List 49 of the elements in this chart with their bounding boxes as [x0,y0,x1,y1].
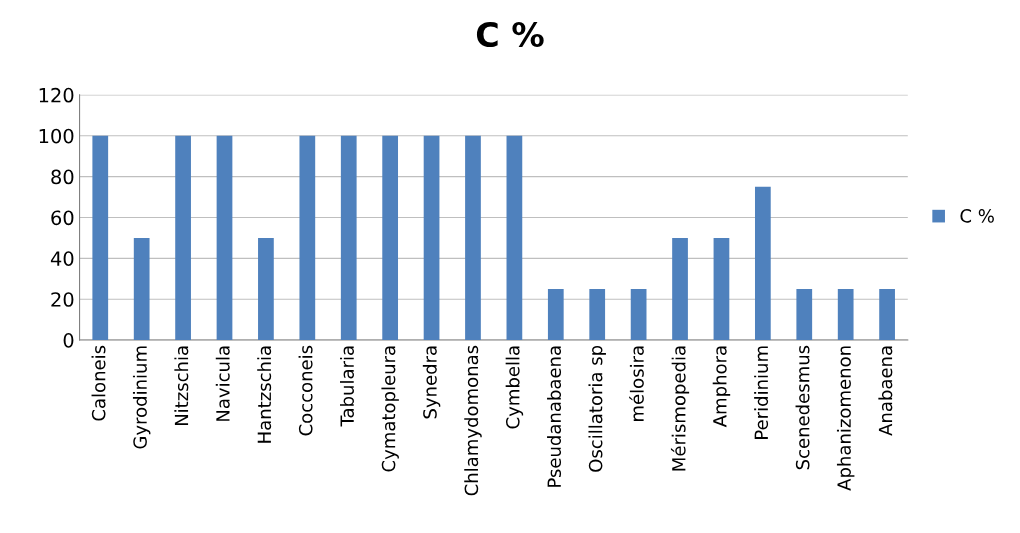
x-tick-label: mélosira [629,346,644,421]
bar [879,288,895,341]
chart-title: C % [476,21,544,48]
bar [133,237,150,341]
y-tick-label: 20 [51,292,74,307]
x-tick-label: Oscillatoria sp [588,345,606,472]
bar [465,135,481,341]
bar [796,288,813,341]
x-tick-label: Mérismopedia [670,346,690,471]
bar [713,237,730,341]
x-tick-label: Pseudanabaena [547,346,562,487]
x-tick-label: Caloneis [91,345,106,421]
bar [589,288,606,341]
x-tick-label: Cocconeis [298,345,313,436]
bar [754,186,771,341]
bar [547,288,564,341]
x-tick-label: Cymbella [505,346,524,429]
x-tick-label: Aphanizomenon [836,346,855,491]
y-tick-label: 100 [39,128,74,144]
bar [506,135,523,341]
bar [299,135,316,341]
x-tick-label: Amphora [712,346,731,428]
bar [382,135,399,341]
bar [423,135,440,341]
bar [175,135,191,341]
x-tick-label: Anabaena [878,346,893,436]
y-tick-label: 60 [51,210,74,226]
y-tick-label: 0 [63,333,74,348]
x-tick-label: Synedra [422,346,441,419]
legend-label: C % [960,209,994,223]
x-tick-label: Nitzschia [174,346,189,426]
bar [837,288,854,341]
bar [258,237,274,341]
x-tick-label: Scenedesmus [795,345,810,470]
bar [92,135,109,341]
x-tick-label: Tabularia [340,346,354,427]
bar [340,135,357,341]
y-tick-label: 80 [51,169,74,185]
y-tick-label: 40 [50,251,74,266]
bar [630,288,647,341]
x-tick-label: Hantzschia [257,346,272,443]
x-tick-label: Gyrodinium [132,346,151,449]
bar [672,237,688,341]
x-tick-label: Cymatopleura [381,346,399,472]
y-tick-label: 120 [39,87,74,103]
x-tick-label: Navicula [215,346,230,421]
x-tick-label: Peridinium [754,346,769,439]
bar [216,135,233,341]
x-tick-label: Chlamydomonas [464,345,482,496]
